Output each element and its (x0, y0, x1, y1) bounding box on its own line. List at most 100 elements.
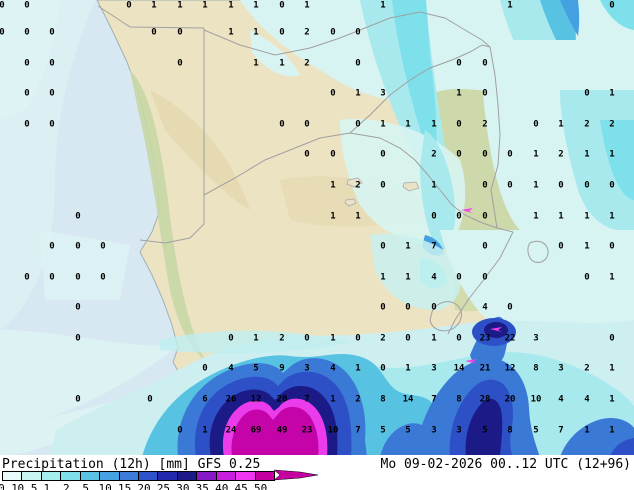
precip-grid-value: 0 (584, 181, 589, 191)
precip-grid-value: 0 (279, 120, 284, 130)
precip-grid-value: 0 (431, 212, 436, 222)
precip-grid-value: 0 (330, 28, 335, 38)
precip-grid-value: 0 (584, 273, 589, 283)
precip-sw-system (142, 354, 443, 457)
precip-grid-value: 0 (507, 303, 512, 313)
precip-grid-value: 0 (482, 242, 487, 252)
precip-grid-value: 1 (253, 59, 258, 69)
precip-grid-value: 8 (533, 364, 538, 374)
precip-grid-value: 28 (480, 395, 491, 405)
legend-datetime: Mo 09-02-2026 00..12 UTC (12+96) (380, 457, 631, 472)
precip-grid-value: 0 (482, 273, 487, 283)
precip-grid-value: 1 (584, 426, 589, 436)
precip-grid-value: 14 (454, 364, 465, 374)
legend-title: Precipitation (12h) [mm] GFS 0.25 (2, 457, 261, 472)
precip-grid-value: 0 (380, 150, 385, 160)
precip-grid-value: 0 (24, 1, 29, 11)
colorbar-segment (196, 471, 217, 481)
precip-grid-value: 1 (304, 1, 309, 11)
colorbar-tick-label: 10 (98, 482, 112, 490)
colorbar-tick-label: 40 (215, 482, 229, 490)
precip-grid-value: 1 (405, 120, 410, 130)
precip-grid-value: 0 (100, 242, 105, 252)
colorbar-tick-label: 20 (137, 482, 151, 490)
precip-grid-value: 23 (302, 426, 313, 436)
precip-grid-value: 0 (609, 181, 614, 191)
precip-grid-value: 1 (279, 59, 284, 69)
precip-grid-value: 8 (507, 426, 512, 436)
precip-grid-value: 0 (304, 150, 309, 160)
precip-grid-value: 10 (531, 395, 542, 405)
precip-grid-value: 0 (177, 28, 182, 38)
precip-grid-value: 0 (75, 212, 80, 222)
precip-grid-value: 1 (330, 334, 335, 344)
precip-grid-value: 23 (480, 334, 491, 344)
precip-grid-value: 3 (431, 426, 436, 436)
precip-grid-value: 1 (151, 1, 156, 11)
grid-value-numbers: 0 0 0 1 1 1 1 1 0 1 1 1 00 0 0 0 0 1 1 0 2 0 00 0 0 1 1 2 0 0 00 0 0 1 3 1 0… (0, 1, 615, 436)
precip-grid-value: 2 (304, 59, 309, 69)
precip-grid-value: 0 (507, 150, 512, 160)
precip-grid-value: 49 (277, 426, 288, 436)
precip-grid-value: 0 (49, 89, 54, 99)
precip-grid-value: 1 (405, 364, 410, 374)
precip-grid-value: 22 (505, 334, 516, 344)
colorbar-tick-label: 1 (43, 482, 51, 490)
colorbar-tick-label: 15 (117, 482, 132, 490)
precip-grid-value: 0 (380, 364, 385, 374)
precip-grid-value: 5 (482, 426, 487, 436)
precip-grid-value: 2 (584, 120, 589, 130)
colorbar-arrow (274, 469, 319, 481)
colorbar-segment (99, 471, 120, 481)
precip-grid-value: 1 (380, 120, 385, 130)
precip-grid-value: 20 (277, 395, 288, 405)
precip-grid-value: 14 (403, 395, 414, 405)
precip-grid-value: 1 (228, 28, 233, 38)
precip-grid-value: 0 (75, 303, 80, 313)
precip-grid-value: 0 (355, 334, 360, 344)
precip-grid-value: 0 (456, 120, 461, 130)
precip-grid-value: 7 (431, 395, 436, 405)
precip-grid-value: 2 (431, 150, 436, 160)
precip-grid-value: 1 (228, 1, 233, 11)
precip-grid-value: 0 (100, 273, 105, 283)
precip-grid-value: 1 (431, 334, 436, 344)
colorbar-segment (215, 471, 237, 481)
precip-grid-value: 12 (251, 395, 262, 405)
precip-grid-value: 0 (558, 242, 563, 252)
precip-grid-value: 1 (405, 242, 410, 252)
precip-grid-value: 0 (533, 120, 538, 130)
precip-grid-value: 1 (253, 28, 258, 38)
precip-grid-value: 0 (0, 1, 5, 11)
precip-grid-value: 0 (49, 59, 54, 69)
colorbar-segment (118, 471, 139, 481)
precip-grid-value: 1 (558, 212, 563, 222)
precip-north-fields (240, 0, 634, 311)
precip-grid-value: 4 (558, 395, 564, 405)
precip-grid-value: 0 (126, 1, 131, 11)
precip-grid-value: 0 (355, 28, 360, 38)
max-precip-markers (461, 208, 502, 364)
precip-grid-value: 0 (330, 150, 335, 160)
precip-grid-value: 0 (228, 334, 233, 344)
precip-grid-value: 0 (456, 212, 461, 222)
precip-grid-value: 3 (533, 334, 538, 344)
precip-grid-value: 0 (24, 273, 29, 283)
colorbar-segment (79, 471, 101, 481)
precip-grid-value: 1 (380, 1, 385, 11)
precip-grid-value: 1 (584, 150, 589, 160)
precip-grid-value: 0 (380, 181, 385, 191)
precip-grid-value: 0 (202, 364, 207, 374)
precip-grid-value: 0 (405, 334, 410, 344)
precip-grid-value: 12 (505, 364, 516, 374)
precip-grid-value: 5 (533, 426, 538, 436)
precip-grid-value: 4 (584, 395, 590, 405)
precip-grid-value: 5 (405, 426, 410, 436)
colorbar-tick-label: 2 (62, 482, 70, 490)
precip-grid-value: 69 (251, 426, 262, 436)
precip-grid-value: 4 (330, 364, 336, 374)
precip-grid-value: 0 (0, 28, 5, 38)
precip-grid-value: 1 (330, 181, 335, 191)
precip-grid-value: 1 (558, 120, 563, 130)
